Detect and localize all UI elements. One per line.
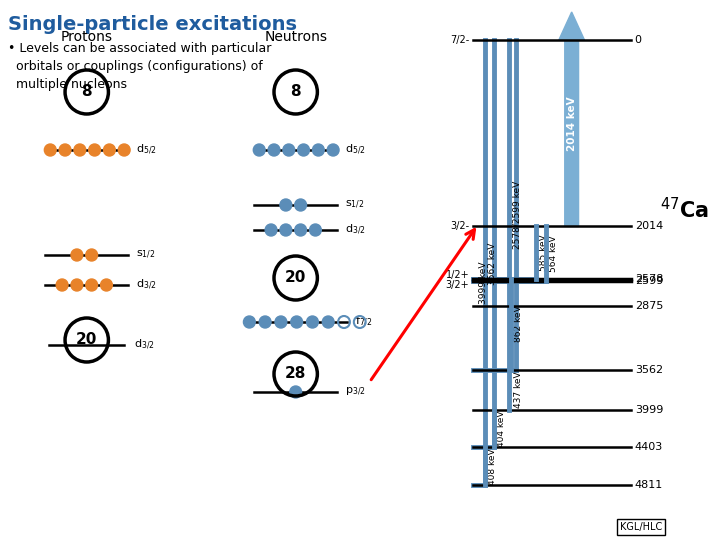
Text: 564 keV: 564 keV xyxy=(549,235,558,272)
Circle shape xyxy=(327,144,339,156)
Text: d$_{3/2}$: d$_{3/2}$ xyxy=(136,278,157,292)
Text: 3/2+: 3/2+ xyxy=(446,280,469,289)
Circle shape xyxy=(283,144,294,156)
Circle shape xyxy=(289,386,302,398)
Text: 3/2-: 3/2- xyxy=(450,221,469,232)
Text: Protons: Protons xyxy=(60,30,113,44)
Text: d$_{5/2}$: d$_{5/2}$ xyxy=(345,143,366,157)
Circle shape xyxy=(86,279,98,291)
Text: d$_{3/2}$: d$_{3/2}$ xyxy=(134,338,155,352)
Circle shape xyxy=(291,316,302,328)
Text: Neutrons: Neutrons xyxy=(264,30,327,44)
Text: 4403: 4403 xyxy=(635,442,663,453)
Circle shape xyxy=(56,279,68,291)
Text: 2014 keV: 2014 keV xyxy=(566,105,576,151)
Text: Single-particle excitations: Single-particle excitations xyxy=(8,15,297,34)
Circle shape xyxy=(74,144,86,156)
Text: 3562: 3562 xyxy=(635,364,663,375)
Text: 404 keV: 404 keV xyxy=(497,410,505,447)
Text: 2578: 2578 xyxy=(635,274,663,284)
Text: 2014 keV: 2014 keV xyxy=(567,96,577,151)
Circle shape xyxy=(253,144,265,156)
Text: 2014: 2014 xyxy=(635,221,663,232)
Text: 20: 20 xyxy=(76,333,97,348)
Text: p$_{3/2}$: p$_{3/2}$ xyxy=(345,386,366,398)
Text: 3999 keV: 3999 keV xyxy=(479,261,488,304)
Circle shape xyxy=(294,224,307,236)
Circle shape xyxy=(118,144,130,156)
Circle shape xyxy=(297,144,310,156)
Text: f$_{7/2}$: f$_{7/2}$ xyxy=(355,315,372,329)
Circle shape xyxy=(275,316,287,328)
Text: d$_{3/2}$: d$_{3/2}$ xyxy=(345,223,366,237)
FancyArrow shape xyxy=(559,12,585,226)
Circle shape xyxy=(71,279,83,291)
Text: 0: 0 xyxy=(635,35,642,45)
Circle shape xyxy=(45,144,56,156)
Circle shape xyxy=(280,199,292,211)
Text: 8: 8 xyxy=(81,84,92,99)
Circle shape xyxy=(243,316,256,328)
Text: 28: 28 xyxy=(285,367,307,381)
Circle shape xyxy=(280,224,292,236)
Text: 7/2-: 7/2- xyxy=(450,35,469,45)
Text: s$_{1/2}$: s$_{1/2}$ xyxy=(345,199,364,211)
Text: 408 keV: 408 keV xyxy=(488,448,497,485)
Circle shape xyxy=(104,144,115,156)
Circle shape xyxy=(89,144,101,156)
Circle shape xyxy=(307,316,318,328)
Text: • Levels can be associated with particular
  orbitals or couplings (configuratio: • Levels can be associated with particul… xyxy=(8,42,271,91)
Text: 585 keV: 585 keV xyxy=(539,234,548,271)
Text: 1/2+: 1/2+ xyxy=(446,269,469,280)
Circle shape xyxy=(71,249,83,261)
Text: 3562 keV: 3562 keV xyxy=(488,242,497,285)
Text: 3999: 3999 xyxy=(635,405,663,415)
Text: d$_{5/2}$: d$_{5/2}$ xyxy=(136,143,157,157)
Text: 2578/2599 keV: 2578/2599 keV xyxy=(513,181,521,249)
Circle shape xyxy=(294,199,307,211)
Text: $^{47}$Ca: $^{47}$Ca xyxy=(660,198,709,222)
Circle shape xyxy=(101,279,112,291)
Circle shape xyxy=(268,144,280,156)
Circle shape xyxy=(59,144,71,156)
Circle shape xyxy=(259,316,271,328)
Circle shape xyxy=(312,144,324,156)
Text: 8: 8 xyxy=(290,84,301,99)
Text: 2875: 2875 xyxy=(635,301,663,311)
Circle shape xyxy=(86,249,98,261)
Text: s$_{1/2}$: s$_{1/2}$ xyxy=(136,249,156,261)
Circle shape xyxy=(310,224,321,236)
Text: 862 keV: 862 keV xyxy=(515,306,523,342)
Circle shape xyxy=(323,316,334,328)
Circle shape xyxy=(265,224,277,236)
Text: KGL/HLC: KGL/HLC xyxy=(619,522,662,532)
Text: 20: 20 xyxy=(285,271,307,286)
Text: 437 keV: 437 keV xyxy=(515,372,523,408)
Text: 2599: 2599 xyxy=(635,275,663,286)
Text: 4811: 4811 xyxy=(635,480,663,490)
